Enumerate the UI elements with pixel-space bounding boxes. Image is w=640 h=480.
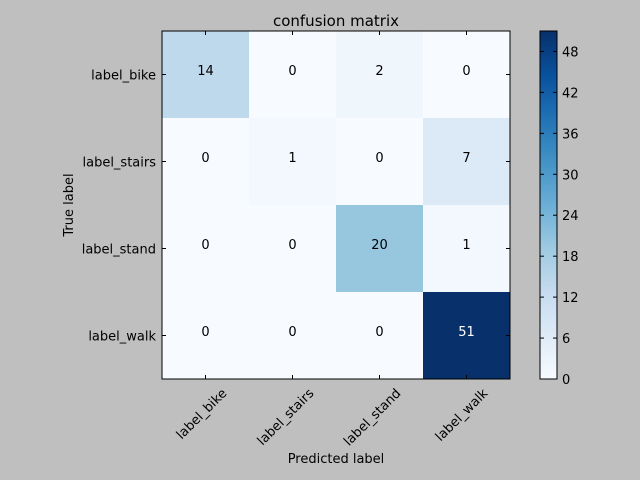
heatmap-cell xyxy=(423,118,510,205)
x-tick-label: label_walk xyxy=(433,386,492,445)
y-tick-label: label_stand xyxy=(82,243,156,258)
colorbar-tick-label: 18 xyxy=(562,250,579,265)
colorbar-ticks: 0 6 12 18 24 30 36 42 48 xyxy=(540,45,579,388)
heatmap-cell xyxy=(249,292,336,379)
y-axis-label: True label xyxy=(62,173,77,237)
y-tick-label: label_bike xyxy=(91,69,156,84)
heatmap-cell xyxy=(249,118,336,205)
heatmap-cell xyxy=(336,31,423,118)
heatmap-cell xyxy=(249,205,336,292)
colorbar-tick-label: 24 xyxy=(562,209,579,224)
heatmap-cell xyxy=(336,292,423,379)
cell-value-label: 0 xyxy=(288,238,296,253)
cell-value-label: 1 xyxy=(288,151,296,166)
heatmap-cell xyxy=(423,205,510,292)
colorbar-tick-label: 48 xyxy=(562,45,579,60)
y-tick-label: label_walk xyxy=(88,330,156,345)
x-tick-labels: label_bike label_stairs label_stand label_w… xyxy=(174,386,492,449)
cell-value-label: 7 xyxy=(462,151,470,166)
y-tick-labels: label_bike label_stairs label_stand label_w… xyxy=(82,69,157,345)
colorbar-tick-label: 42 xyxy=(562,86,579,101)
cell-value-label: 2 xyxy=(375,64,383,79)
cell-value-label: 0 xyxy=(201,238,209,253)
cell-value-label: 0 xyxy=(462,64,470,79)
cell-value-label: 51 xyxy=(458,325,475,340)
heatmap-cell xyxy=(249,31,336,118)
cell-value-label: 0 xyxy=(375,325,383,340)
y-tick-label: label_stairs xyxy=(82,156,156,171)
cell-value-label: 0 xyxy=(201,325,209,340)
cell-value-label: 1 xyxy=(462,238,470,253)
cell-value-label: 0 xyxy=(375,151,383,166)
colorbar xyxy=(539,30,558,380)
heatmap-cell xyxy=(336,118,423,205)
heatmap-cell xyxy=(423,292,510,379)
chart-title: confusion matrix xyxy=(273,12,399,30)
axis-ticks xyxy=(162,31,510,379)
x-axis-label: Predicted label xyxy=(288,452,385,467)
cell-value-label: 0 xyxy=(288,325,296,340)
cell-value-label: 20 xyxy=(371,238,388,253)
colorbar-tick-label: 6 xyxy=(562,332,570,347)
cell-value-label: 14 xyxy=(197,64,214,79)
heatmap-frame xyxy=(161,30,511,380)
heatmap-cell xyxy=(162,31,249,118)
heatmap-cell xyxy=(162,292,249,379)
heatmap-cells: 14 0 2 00 1 0 70 0 20 10 0 0 51 xyxy=(162,31,510,379)
colorbar-tick-label: 30 xyxy=(562,168,579,183)
x-tick-label: label_bike xyxy=(174,386,230,442)
heatmap-cell xyxy=(162,205,249,292)
colorbar-tick-label: 12 xyxy=(562,291,579,306)
heatmap-cell xyxy=(162,118,249,205)
cell-value-label: 0 xyxy=(288,64,296,79)
heatmap-cell xyxy=(423,31,510,118)
cell-value-label: 0 xyxy=(201,151,209,166)
colorbar-tick-label: 0 xyxy=(562,373,570,388)
heatmap-cell xyxy=(336,205,423,292)
colorbar-tick-label: 36 xyxy=(562,127,579,142)
x-tick-label: label_stairs xyxy=(255,386,318,449)
x-tick-label: label_stand xyxy=(341,386,404,449)
